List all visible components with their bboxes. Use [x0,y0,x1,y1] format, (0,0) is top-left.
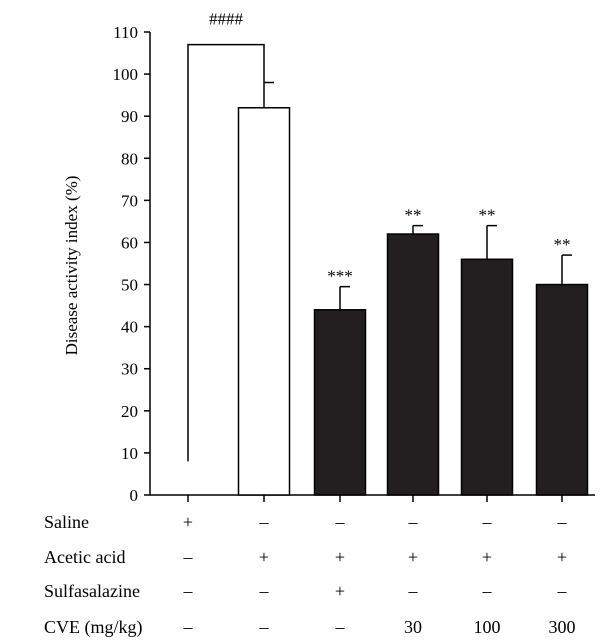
y-tick-label: 0 [130,486,139,505]
bar [386,233,440,496]
bar [535,283,589,496]
bars: ***** ****#### [187,10,589,496]
treatment-cell: – [335,512,346,532]
significance-marker: *** [327,267,353,286]
treatment-row-label: Saline [44,512,89,532]
y-tick-label: 60 [121,233,138,252]
treatment-cell: + [259,547,269,567]
y-tick-label: 20 [121,402,138,421]
y-tick-label: 100 [113,65,139,84]
treatment-cell: + [482,547,492,567]
y-axis-title: Disease activity index (%) [62,176,81,356]
treatment-cell: – [557,581,568,601]
significance-marker: ** [405,206,422,225]
treatment-table: Saline + – – – – – Acetic acid – + + + + + Sulfasalazi… [44,512,576,638]
treatment-cell: 100 [474,617,501,637]
treatment-cell: – [259,512,270,532]
treatment-cell: 30 [404,617,422,637]
y-tick-label: 50 [121,276,138,295]
treatment-cell: – [183,581,194,601]
bar [237,107,291,496]
treatment-cell: – [183,547,194,567]
bar [313,309,367,496]
treatment-row-label: CVE (mg/kg) [44,617,143,638]
treatment-row-label: Acetic acid [44,547,125,567]
treatment-cell: + [335,581,345,601]
treatment-cell: – [335,617,346,637]
treatment-cell: + [335,547,345,567]
treatment-cell: – [259,581,270,601]
treatment-cell: + [408,547,418,567]
axes: 0 10 20 30 40 50 60 70 80 90 100 110 Disease activit… [62,23,595,505]
y-tick-label: 40 [121,318,138,337]
treatment-cell: – [408,512,419,532]
y-tick-label: 70 [121,191,138,210]
y-tick-label: 90 [121,107,138,126]
treatment-cell: – [408,581,419,601]
y-tick-label: 80 [121,149,138,168]
treatment-cell: – [183,617,194,637]
y-tick-label: 10 [121,444,138,463]
treatment-cell: 300 [549,617,576,637]
treatment-cell: + [183,512,193,532]
bar [460,258,514,496]
treatment-cell: + [557,547,567,567]
treatment-row-label: Sulfasalazine [44,581,140,601]
significance-marker: ** [479,206,496,225]
treatment-cell: – [259,617,270,637]
comparison-label: #### [209,10,244,29]
treatment-cell: – [482,581,493,601]
comparison-bracket [187,43,265,462]
y-tick-label: 110 [113,23,138,42]
treatment-cell: – [557,512,568,532]
significance-marker: ** [554,235,571,254]
treatment-cell: – [482,512,493,532]
y-tick-label: 30 [121,360,138,379]
